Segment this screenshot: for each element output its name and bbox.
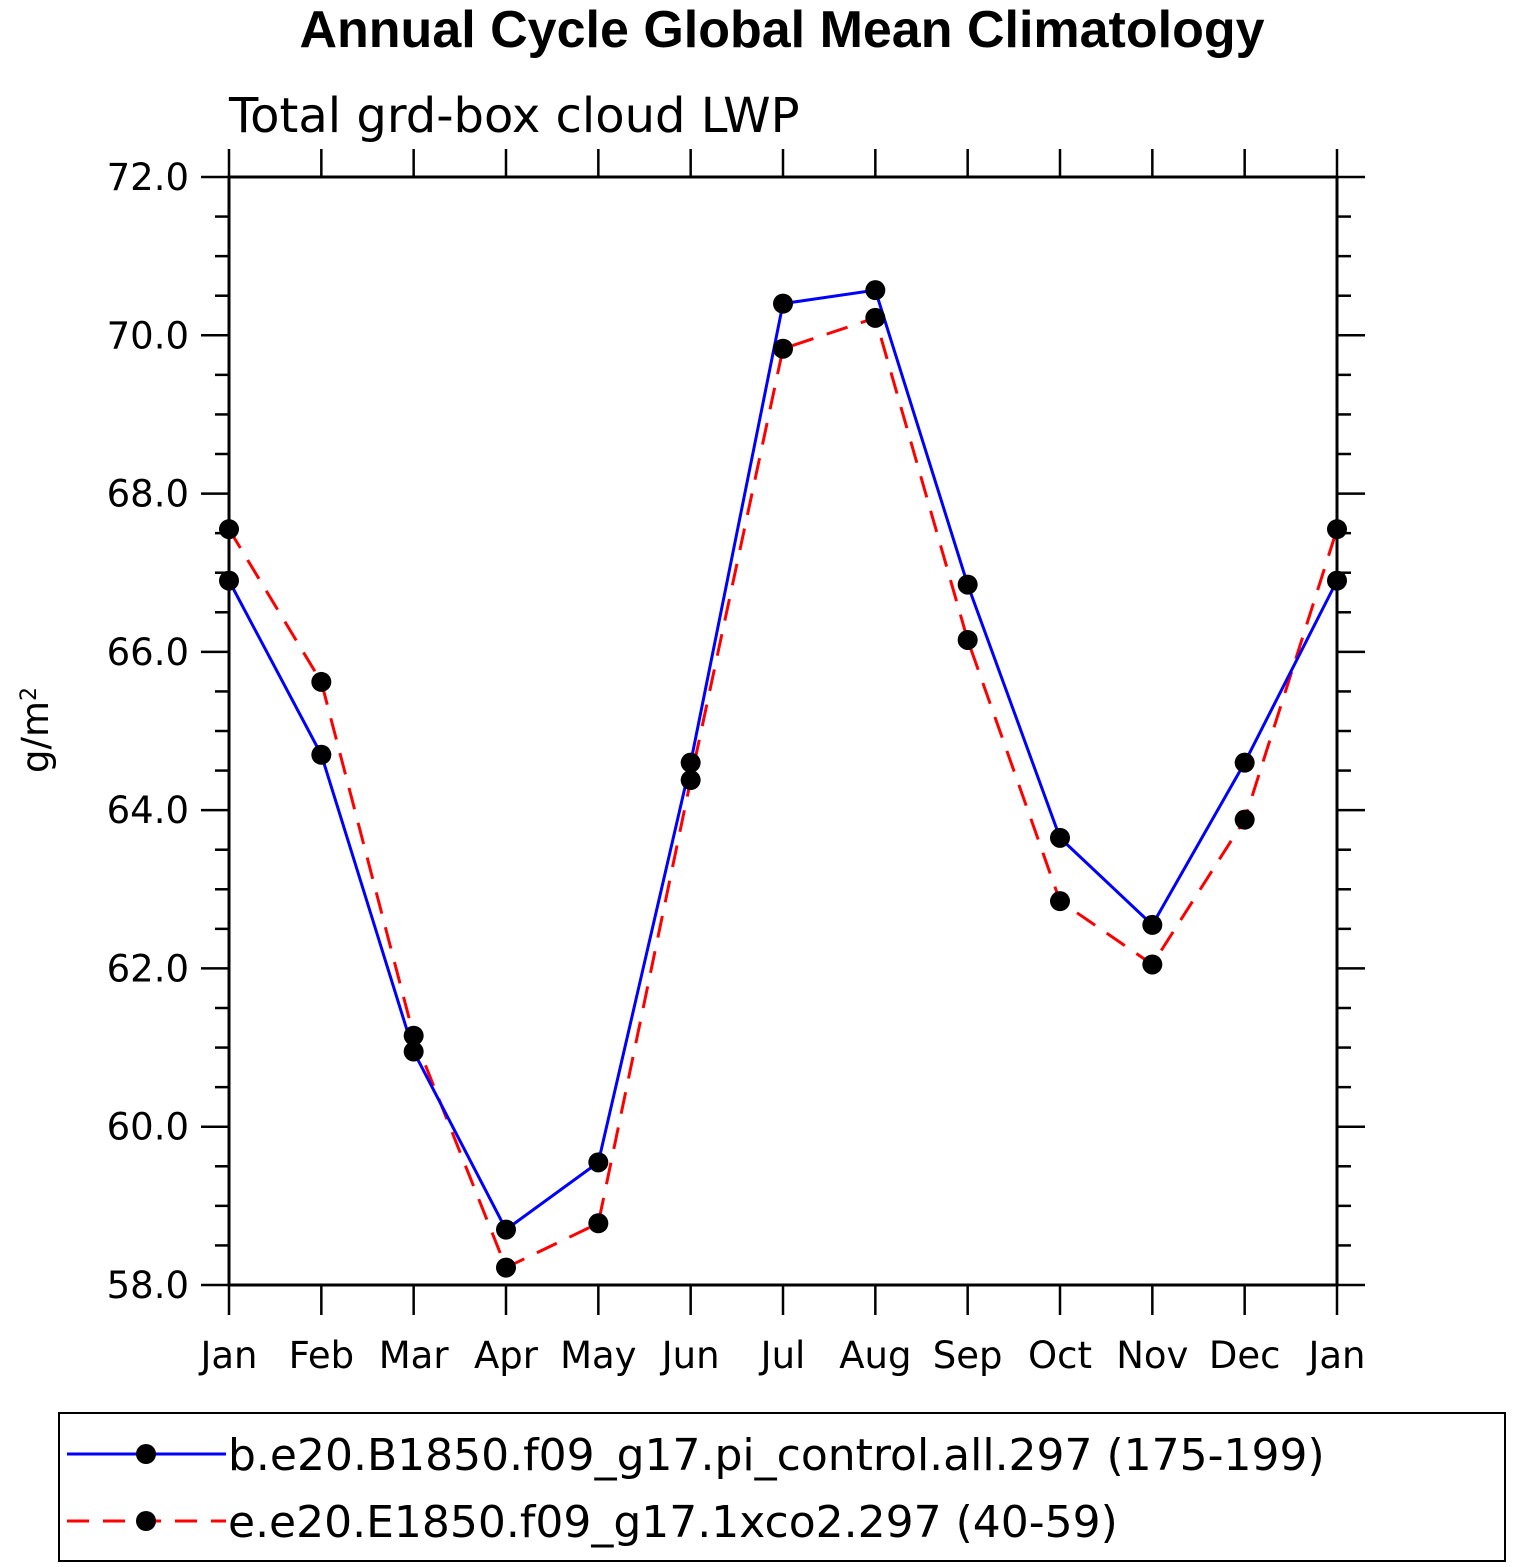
chart-subtitle: Total grd-box cloud LWP [228, 88, 800, 144]
data-point-series-1 [773, 293, 793, 314]
x-tick-label: May [560, 1334, 637, 1377]
data-point-series-1 [588, 1152, 609, 1173]
data-point-series-1 [1327, 570, 1347, 591]
y-tick-label: 62.0 [107, 947, 189, 990]
x-tick-label: Feb [289, 1334, 355, 1377]
axis-ticks [201, 149, 1365, 1315]
data-point-series-1 [865, 280, 886, 301]
y-tick-label: 64.0 [107, 789, 189, 832]
data-point-series-2 [773, 338, 793, 359]
y-tick-label: 72.0 [107, 156, 189, 199]
chart-title: Annual Cycle Global Mean Climatology [299, 1, 1264, 59]
x-tick-label: Oct [1028, 1334, 1092, 1377]
data-point-series-2 [496, 1257, 516, 1278]
x-tick-label: Sep [933, 1334, 1003, 1377]
y-tick-label: 66.0 [107, 631, 189, 674]
data-point-series-2 [219, 519, 239, 540]
data-point-series-2 [680, 770, 701, 791]
x-tick-label: Aug [839, 1334, 911, 1377]
data-point-series-2 [1050, 891, 1070, 912]
legend-marker-1 [136, 1444, 156, 1464]
y-tick-label: 68.0 [107, 473, 189, 516]
x-tick-label: Nov [1116, 1334, 1188, 1377]
legend: b.e20.B1850.f09_g17.pi_control.all.297 (… [58, 1412, 1506, 1562]
x-tick-label: Jun [660, 1334, 720, 1377]
y-axis-label-superscript: 2 [17, 687, 42, 701]
legend-label-2: e.e20.E1850.f09_g17.1xco2.297 (40-59) [228, 1497, 1118, 1548]
data-point-series-1 [1142, 914, 1163, 935]
data-point-series-1 [1050, 827, 1070, 848]
data-point-series-2 [1234, 809, 1255, 830]
x-tick-label: Jan [1306, 1334, 1365, 1377]
data-point-series-1 [219, 570, 239, 591]
data-point-series-1 [403, 1041, 424, 1062]
data-point-series-1 [311, 744, 332, 765]
legend-marker-2 [136, 1511, 156, 1531]
x-tick-label: Apr [474, 1334, 539, 1377]
legend-box [58, 1412, 1506, 1562]
series-line-2 [227, 315, 1339, 1270]
data-point-series-2 [1327, 519, 1347, 540]
data-point-series-1 [680, 752, 701, 773]
x-tick-label: Dec [1209, 1334, 1281, 1377]
data-point-series-1 [496, 1219, 516, 1240]
y-axis-tick-labels: 58.0 60.0 62.0 64.0 66.0 68.0 70.0 72.0 [107, 156, 189, 1307]
series-lines [227, 288, 1339, 1270]
data-point-series-2 [865, 307, 886, 328]
data-point-series-2 [957, 629, 978, 650]
x-tick-label: Jan [198, 1334, 257, 1377]
y-axis-label-text: g/m [14, 701, 57, 773]
y-axis-label: g/m2 [14, 687, 57, 773]
data-point-series-2 [1142, 954, 1163, 975]
data-point-series-1 [957, 574, 978, 595]
data-point-series-2 [403, 1025, 424, 1046]
series-line-1 [227, 288, 1339, 1232]
y-tick-label: 60.0 [107, 1106, 189, 1149]
series-markers [219, 280, 1347, 1278]
data-point-series-2 [588, 1213, 609, 1234]
data-point-series-1 [1234, 752, 1255, 773]
x-tick-label: Jul [759, 1334, 806, 1377]
y-tick-label: 70.0 [107, 314, 189, 357]
data-point-series-2 [311, 671, 332, 692]
x-tick-label: Mar [379, 1334, 450, 1377]
x-axis-tick-labels: Jan Feb Mar Apr May Jun Jul Aug Sep Oct Nov Dec Jan [198, 1334, 1365, 1377]
y-tick-label: 58.0 [107, 1264, 189, 1307]
legend-label-1: b.e20.B1850.f09_g17.pi_control.all.297 (… [228, 1430, 1325, 1481]
